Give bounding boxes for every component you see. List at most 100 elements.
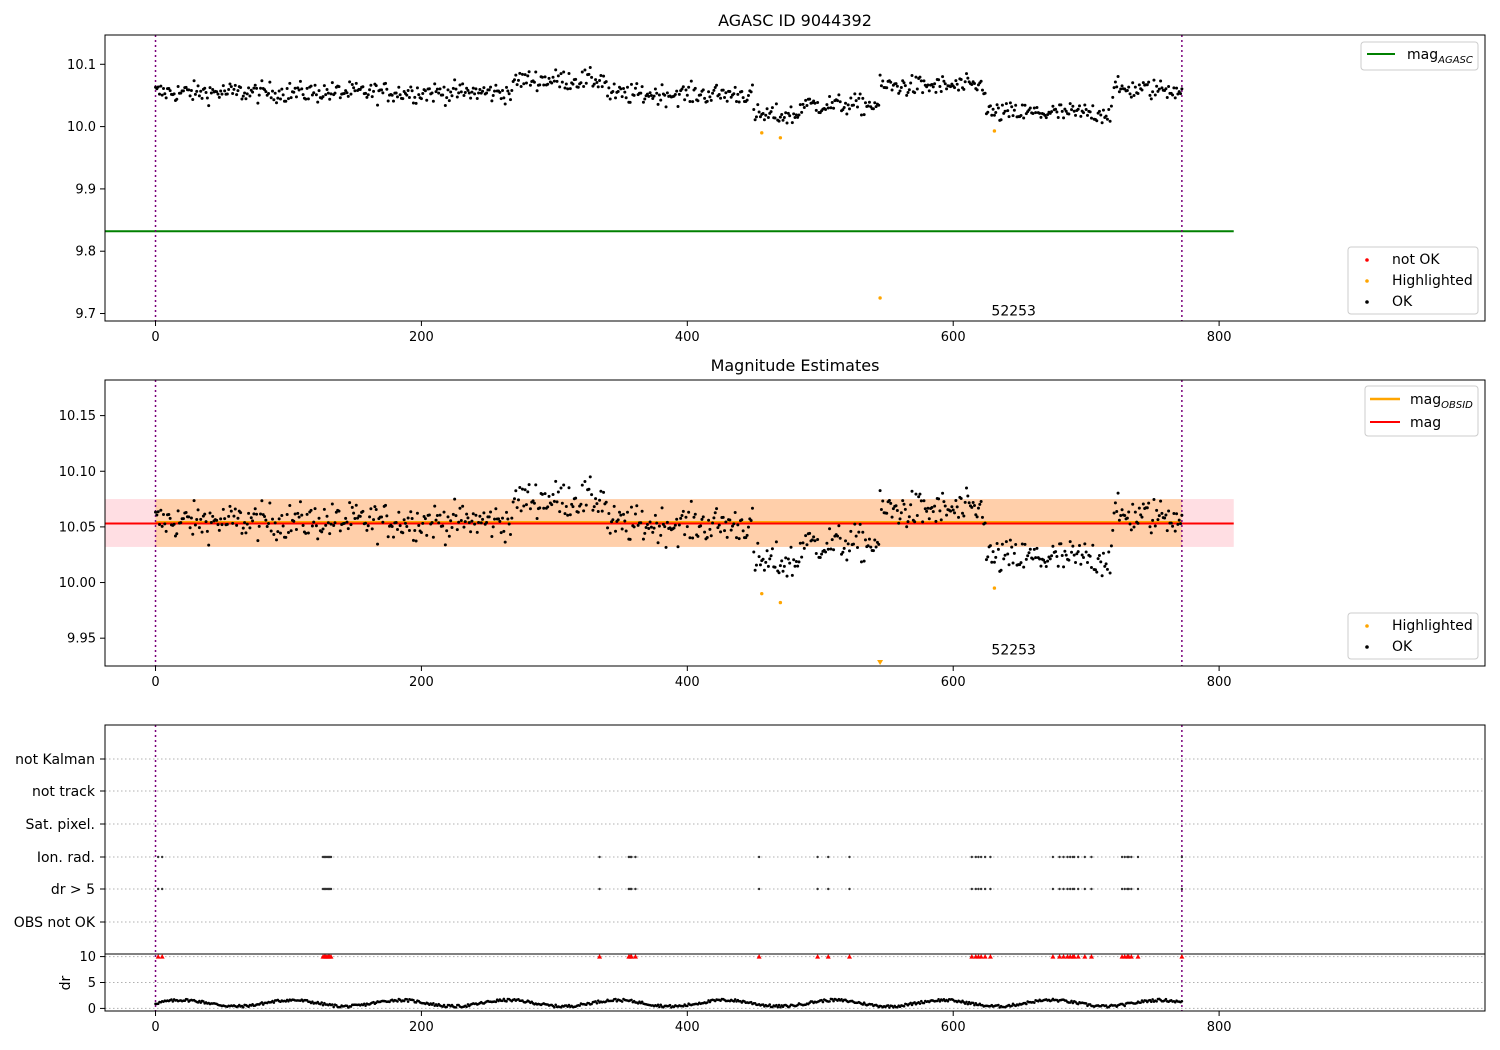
ok-point — [954, 498, 958, 502]
ok-point — [481, 517, 485, 521]
ok-point — [522, 504, 526, 508]
ok-point — [473, 92, 477, 96]
ok-point — [793, 564, 797, 568]
ok-point — [978, 502, 982, 506]
ok-point — [478, 514, 482, 518]
ok-point — [961, 511, 965, 515]
dr-point — [260, 1001, 264, 1004]
ok-point — [971, 501, 975, 505]
ok-point — [749, 518, 753, 522]
ok-point — [365, 528, 369, 532]
ok-point — [1129, 95, 1133, 99]
category-label: OBS not OK — [14, 915, 96, 931]
ok-point — [155, 513, 159, 517]
ok-point — [729, 528, 733, 532]
ok-point — [635, 504, 639, 508]
ok-point — [386, 99, 390, 103]
ok-point — [272, 533, 276, 537]
y-tick-label: 9.95 — [67, 632, 96, 647]
legend-marker-not-ok — [1365, 258, 1369, 262]
ok-point — [1081, 111, 1085, 115]
dr-axis-label: dr — [58, 975, 74, 990]
ok-point — [992, 113, 996, 117]
ok-point — [745, 98, 749, 102]
ok-point — [1129, 528, 1133, 532]
ok-point — [963, 500, 967, 504]
ok-point — [1000, 103, 1004, 107]
dr-point — [445, 1005, 448, 1009]
ok-point — [959, 496, 963, 500]
dr-point — [640, 1000, 644, 1004]
ok-point — [746, 525, 750, 529]
ok-point — [687, 510, 691, 514]
ok-point — [816, 100, 820, 104]
ok-point — [1022, 565, 1026, 569]
ok-point — [680, 513, 684, 517]
ok-point — [567, 486, 571, 490]
ok-point — [1055, 110, 1059, 114]
ok-point — [1164, 87, 1168, 91]
dr-point — [502, 997, 506, 1001]
ok-point — [1180, 87, 1184, 91]
ok-point — [243, 521, 247, 525]
ok-point — [324, 93, 328, 97]
ok-point — [344, 516, 348, 520]
ok-point — [898, 517, 902, 521]
dr-point — [1180, 999, 1184, 1003]
ok-point — [227, 88, 231, 92]
ok-point — [401, 531, 405, 535]
ok-point — [1097, 553, 1101, 557]
ok-point — [813, 101, 817, 105]
ok-point — [595, 80, 599, 84]
ok-point — [986, 555, 990, 559]
ok-point — [602, 74, 606, 78]
ok-point — [996, 106, 1000, 110]
ok-point — [269, 529, 273, 533]
ok-point — [481, 89, 485, 93]
x-tick-label: 400 — [675, 330, 700, 345]
ok-point — [305, 86, 309, 90]
ok-point — [765, 549, 769, 553]
ok-point — [320, 530, 324, 534]
ok-point — [167, 513, 171, 517]
ok-point — [394, 91, 398, 95]
ok-point — [910, 73, 914, 77]
ok-point — [814, 551, 818, 555]
ok-point — [576, 85, 580, 89]
ok-point — [808, 531, 812, 535]
ok-point — [370, 527, 374, 531]
ok-point — [325, 514, 329, 518]
ok-point — [381, 520, 385, 524]
ok-point — [514, 489, 518, 493]
ok-point — [353, 89, 357, 93]
ok-point — [195, 518, 199, 522]
y-tick-label: 9.8 — [75, 245, 96, 260]
ok-point — [467, 521, 471, 525]
ok-point — [300, 513, 304, 517]
ok-point — [197, 94, 201, 98]
ok-point — [184, 511, 188, 515]
flag-point-ion-rad — [1123, 855, 1126, 859]
dr-point — [186, 998, 189, 1001]
ok-point — [294, 528, 298, 532]
ok-point — [1115, 509, 1119, 513]
ok-point — [736, 523, 740, 527]
ok-point — [774, 102, 778, 106]
ok-point — [192, 79, 196, 83]
ok-point — [1050, 554, 1054, 558]
dr-point — [658, 1005, 661, 1009]
ok-point — [1064, 109, 1068, 113]
legend-top: magAGASC — [1360, 41, 1479, 71]
ok-point — [316, 100, 320, 104]
flag-point-dr — [989, 887, 992, 891]
y-tick-label: 9.9 — [75, 182, 96, 197]
ok-point — [458, 506, 462, 510]
dr-point — [909, 1001, 912, 1005]
ok-point — [203, 512, 207, 516]
ok-point — [535, 517, 539, 521]
dr-flag-marker — [1061, 954, 1067, 959]
ok-point — [253, 83, 257, 87]
ok-point — [655, 91, 659, 95]
ok-point — [512, 497, 516, 501]
ok-point — [313, 507, 317, 511]
